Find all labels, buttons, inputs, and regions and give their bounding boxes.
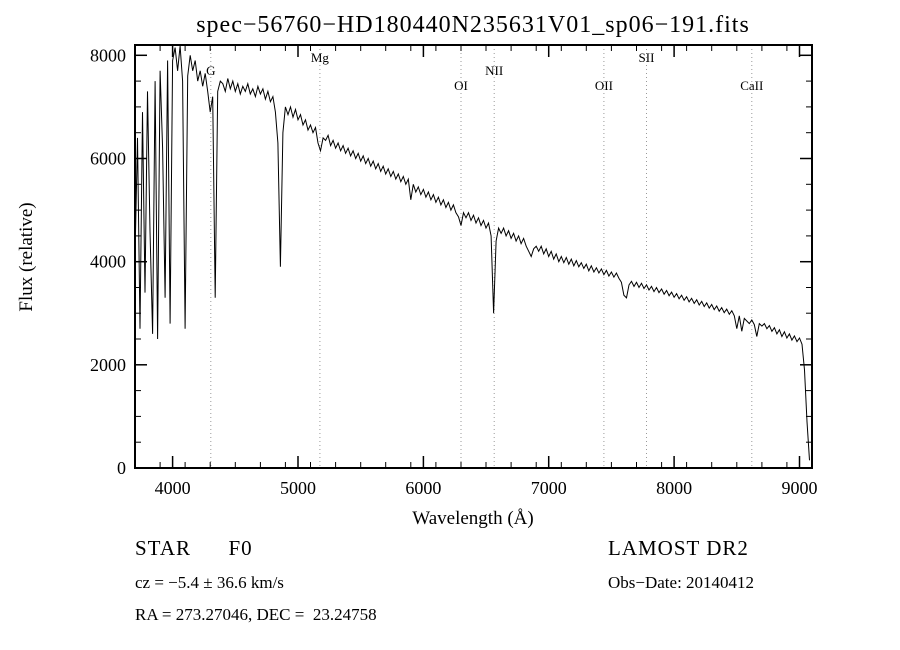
x-tick-label: 8000	[656, 478, 692, 498]
spectrum-trace	[134, 45, 810, 461]
spectral-line-label: CaII	[740, 78, 763, 93]
spectral-line-label: Mg	[311, 50, 330, 65]
survey-label: LAMOST DR2	[608, 536, 749, 560]
x-tick-label: 5000	[280, 478, 316, 498]
x-tick-label: 4000	[155, 478, 191, 498]
cz-value: cz = −5.4 ± 36.6 km/s	[135, 573, 284, 592]
spectral-line-label: OI	[454, 78, 468, 93]
y-tick-label: 6000	[90, 149, 126, 169]
y-tick-label: 4000	[90, 252, 126, 272]
x-tick-label: 6000	[405, 478, 441, 498]
ra-dec-coordinates: RA = 273.27046, DEC = 23.24758	[135, 605, 377, 624]
y-tick-label: 8000	[90, 45, 126, 65]
plot-frame	[134, 44, 813, 469]
spectral-line-label: SII	[639, 50, 655, 65]
y-tick-label: 2000	[90, 355, 126, 375]
spectral-line-label: OII	[595, 78, 613, 93]
spectral-line-label: NII	[485, 63, 503, 78]
classification-label: STAR F0	[135, 536, 253, 560]
obs-date: Obs−Date: 20140412	[608, 573, 755, 592]
y-axis-label: Flux (relative)	[16, 202, 37, 311]
x-tick-label: 9000	[782, 478, 818, 498]
x-axis-label: Wavelength (Å)	[412, 508, 533, 529]
plot-area: G Mg OI NII OII SII CaII 4000 5000 6000 7000 8000 90…	[90, 44, 818, 498]
y-tick-label: 0	[117, 458, 126, 478]
plot-title: spec−56760−HD180440N235631V01_sp06−191.f…	[196, 12, 750, 38]
x-tick-label: 7000	[531, 478, 567, 498]
spectral-line-label: G	[206, 63, 215, 78]
